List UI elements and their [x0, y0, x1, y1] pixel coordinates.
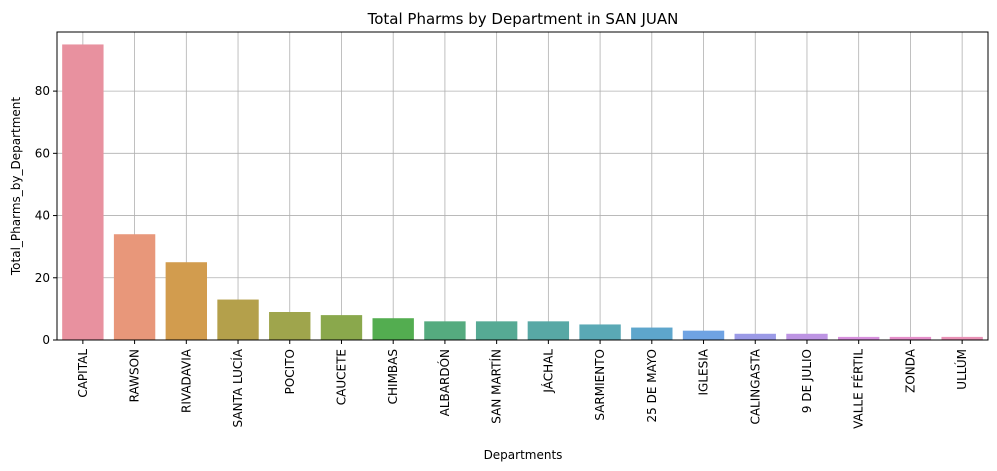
x-tick-label: ZONDA — [903, 348, 917, 393]
x-tick-label: CALINGASTA — [748, 348, 762, 424]
bar — [320, 315, 363, 340]
bar — [889, 336, 932, 340]
y-tick-label: 80 — [35, 84, 50, 98]
bar — [682, 330, 725, 340]
y-tick-label: 0 — [42, 333, 50, 347]
bar — [579, 324, 621, 340]
x-tick-label: RIVADAVIA — [179, 348, 193, 413]
x-tick-label: CHIMBAS — [386, 349, 400, 404]
bar — [631, 327, 673, 340]
x-tick-label: VALLE FÉRTIL — [851, 349, 866, 429]
x-tick-label: IGLESIA — [697, 348, 711, 395]
bar — [372, 318, 414, 340]
x-tick-label: JÁCHAL — [540, 349, 555, 394]
x-tick-label: ULLÚM — [954, 349, 969, 390]
x-axis-label: Departments — [484, 448, 563, 462]
x-tick-label: 25 DE MAYO — [645, 349, 659, 422]
bar — [941, 336, 983, 340]
x-tick-label: CAUCETE — [334, 349, 348, 405]
y-tick-label: 40 — [35, 209, 50, 223]
x-tick-label: SANTA LUCÍA — [230, 348, 245, 427]
bar — [424, 321, 466, 340]
bar — [838, 336, 880, 340]
x-axis: CAPITAL RAWSON RIVADAVIA SANTA LUCÍA POCITO C… — [76, 340, 969, 429]
bar — [527, 321, 570, 340]
x-tick-label: POCITO — [283, 349, 297, 394]
chart-title: Total Pharms by Department in SAN JUAN — [367, 10, 679, 28]
bar — [734, 333, 776, 340]
x-tick-label: 9 DE JULIO — [800, 349, 814, 413]
x-tick-label: CAPITAL — [76, 349, 90, 398]
x-tick-label: RAWSON — [128, 349, 142, 402]
y-tick-label: 20 — [35, 271, 50, 285]
bar — [113, 234, 156, 340]
bar — [62, 44, 104, 340]
bar — [475, 321, 518, 340]
bar — [269, 312, 311, 340]
x-tick-label: SAN MARTÍN — [489, 349, 504, 424]
y-axis-label: Total_Pharms_by_Department — [9, 97, 23, 277]
y-axis: 0 20 40 60 80 — [35, 84, 57, 347]
bar — [165, 262, 207, 340]
bars — [62, 44, 983, 340]
y-tick-label: 60 — [35, 146, 50, 160]
x-tick-label: SARMIENTO — [593, 349, 607, 421]
x-tick-label: ALBARDÓN — [437, 349, 452, 416]
bar — [217, 299, 259, 340]
bar — [786, 333, 828, 340]
plot-frame — [56, 31, 989, 341]
